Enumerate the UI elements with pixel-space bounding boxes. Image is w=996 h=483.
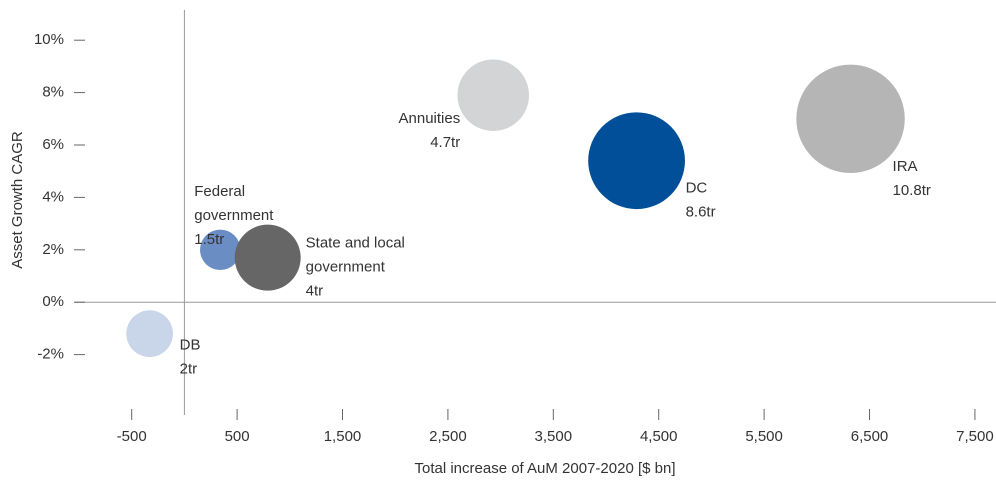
bubble: [457, 59, 530, 131]
bubble-label: IRA: [893, 158, 918, 175]
y-tick-label: -2%: [37, 346, 64, 363]
bubble: [200, 229, 241, 271]
bubble-label: DB: [180, 337, 201, 354]
x-tick-label: 6,500: [851, 428, 889, 445]
x-tick-label: 1,500: [324, 428, 362, 445]
x-tick-label: 2,500: [429, 428, 467, 445]
bubble-label: government: [306, 259, 386, 276]
y-tick-label: 0%: [42, 293, 64, 310]
size-label: 2tr: [180, 361, 198, 378]
size-label: 4tr: [306, 283, 324, 300]
bubble: [588, 112, 685, 210]
bubble: [796, 64, 905, 174]
x-tick-label: 5,500: [745, 428, 783, 445]
x-tick-label: 500: [225, 428, 250, 445]
size-label: 8.6tr: [686, 204, 716, 221]
bubble-label: Annuities: [399, 110, 461, 127]
y-tick-label: 6%: [42, 136, 64, 153]
bubble: [234, 224, 301, 291]
bubble-label: government: [194, 207, 274, 224]
y-tick-label: 8%: [42, 84, 64, 101]
x-tick-label: 3,500: [535, 428, 573, 445]
x-axis-title: Total increase of AuM 2007-2020 [$ bn]: [414, 460, 675, 477]
x-tick-label: 4,500: [640, 428, 678, 445]
y-tick-label: 4%: [42, 188, 64, 205]
bubble-label: State and local: [306, 235, 405, 252]
bubble: [126, 310, 173, 357]
y-axis-title: Asset Growth CAGR: [9, 131, 26, 269]
bubble-label: DC: [686, 180, 708, 197]
x-tick-label: -500: [117, 428, 147, 445]
x-tick-label: 7,500: [956, 428, 994, 445]
size-label: 10.8tr: [893, 182, 931, 199]
size-label: 1.5tr: [194, 231, 224, 248]
bubble-label: Federal: [194, 183, 245, 200]
y-tick-label: 2%: [42, 241, 64, 258]
y-tick-label: 10%: [34, 31, 64, 48]
size-label: 4.7tr: [430, 134, 460, 151]
